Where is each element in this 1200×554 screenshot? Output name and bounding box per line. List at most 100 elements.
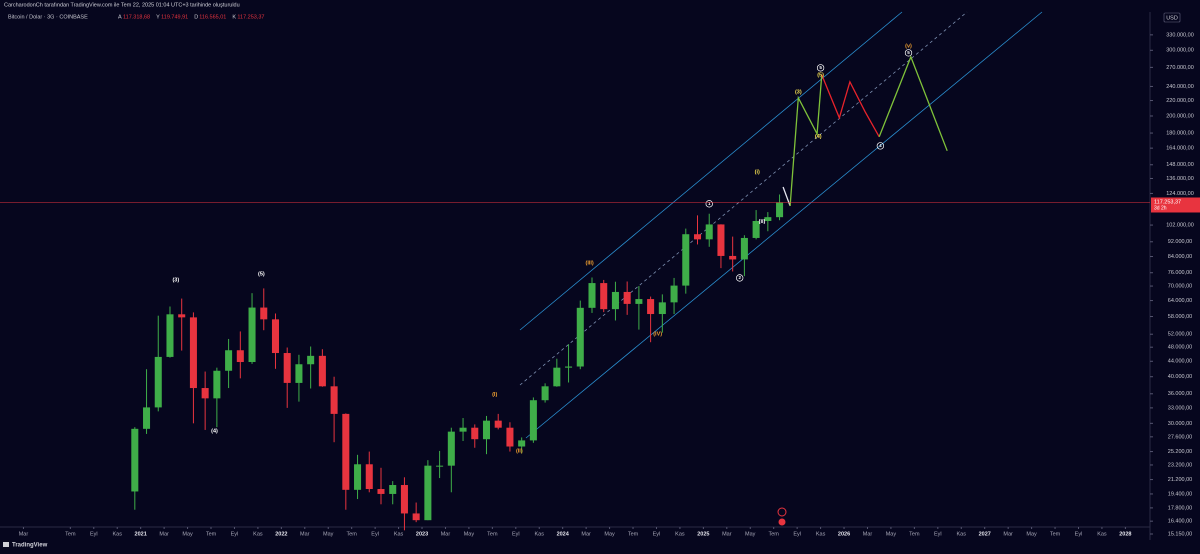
candle-body xyxy=(154,356,162,408)
candle-body xyxy=(447,431,455,466)
wave-label: (3) xyxy=(172,277,179,283)
x-tick-label: Mar xyxy=(1003,531,1013,537)
x-tick-label: 2022 xyxy=(275,531,287,537)
y-tick-label: 15.150,00 xyxy=(1168,531,1192,537)
x-tick-label: Mar xyxy=(300,531,310,537)
currency-box[interactable] xyxy=(1163,12,1181,23)
x-tick-label: Tem xyxy=(65,531,76,537)
projection-path xyxy=(789,74,823,206)
wave-label-circle xyxy=(705,200,713,208)
x-tick-label: Eyl xyxy=(934,531,942,537)
y-tick-label: 58.000,00 xyxy=(1168,314,1192,320)
wave-label: (3) xyxy=(795,89,802,95)
candle-body xyxy=(283,353,291,383)
y-tick-label: 23.200,00 xyxy=(1168,462,1192,468)
brand-logo xyxy=(3,542,9,547)
y-tick-label: 17.800,00 xyxy=(1168,505,1192,511)
candle-body xyxy=(693,234,702,240)
x-tick-label: May xyxy=(886,531,897,537)
x-tick-label: Kas xyxy=(675,531,685,537)
candle-body xyxy=(400,485,408,514)
x-tick-label: May xyxy=(745,531,756,537)
x-tick-label: Mar xyxy=(441,531,451,537)
y-tick-label: 180.000,00 xyxy=(1166,131,1194,137)
y-tick-label: 92.000,00 xyxy=(1168,239,1192,245)
candle-body xyxy=(658,302,666,315)
candle-body xyxy=(131,428,139,492)
candle-body xyxy=(365,464,373,490)
x-tick-label: Mar xyxy=(159,531,169,537)
wave-label: 4 xyxy=(879,143,882,148)
y-tick-label: 148.000,00 xyxy=(1166,162,1194,168)
candle-body xyxy=(682,234,690,286)
y-tick-label: 33.000,00 xyxy=(1168,405,1192,411)
candle-body xyxy=(459,427,467,432)
candle-body xyxy=(740,237,748,260)
wave-label: (IV) xyxy=(653,331,662,337)
ohlc-value: 117.253,37 xyxy=(237,14,264,20)
y-tick-label: 21.200,00 xyxy=(1168,477,1192,483)
candle-body xyxy=(318,355,326,387)
ohlc-key: Y xyxy=(156,14,160,20)
y-tick-label: 240.000,00 xyxy=(1166,84,1194,90)
wave-label-circle xyxy=(904,49,913,57)
y-tick-label: 76.000,00 xyxy=(1168,270,1192,276)
wave-label: (ii) xyxy=(759,219,766,225)
y-tick-label: 25.200,00 xyxy=(1168,449,1192,455)
x-tick-label: Eyl xyxy=(793,531,801,537)
y-tick-label: 270.000,00 xyxy=(1166,65,1194,71)
y-tick-label: 27.600,00 xyxy=(1168,434,1192,440)
countdown: 3d 2h xyxy=(1154,205,1167,211)
x-tick-label: 2028 xyxy=(1119,531,1131,537)
y-tick-label: 164.000,00 xyxy=(1166,146,1194,152)
x-tick-label: 2025 xyxy=(697,531,709,537)
ohlc-key: A xyxy=(118,14,122,20)
wave-label-circle xyxy=(876,142,885,150)
x-tick-label: Tem xyxy=(1050,531,1061,537)
y-tick-label: 40.000,00 xyxy=(1168,374,1192,380)
ohlc-key: K xyxy=(232,14,236,20)
x-tick-label: Kas xyxy=(816,531,826,537)
x-tick-label: 2024 xyxy=(557,531,570,537)
candle-body xyxy=(295,364,303,383)
candle-body xyxy=(752,220,760,238)
y-tick-label: 102.000,00 xyxy=(1166,223,1194,229)
wave-label-circle xyxy=(736,274,744,282)
candle-body xyxy=(225,350,233,371)
candle-body xyxy=(189,317,197,389)
y-tick-label: 200.000,00 xyxy=(1166,113,1194,119)
wave-label: 1 xyxy=(708,201,711,206)
x-tick-label: Tem xyxy=(487,531,498,537)
brand: TradingView xyxy=(12,543,48,549)
x-tick-label: Kas xyxy=(957,531,967,537)
wave-label: (II) xyxy=(516,448,523,454)
candle-body xyxy=(236,350,244,363)
candle-body xyxy=(518,440,526,447)
x-tick-label: 2023 xyxy=(416,531,428,537)
y-tick-label: 136.000,00 xyxy=(1166,176,1194,182)
candle-body xyxy=(529,400,537,441)
wave-label: (5) xyxy=(258,271,265,277)
last-price-box xyxy=(1151,197,1200,213)
candle-body xyxy=(178,314,186,318)
wave-label-circle xyxy=(816,64,825,72)
x-tick-label: Eyl xyxy=(231,531,239,537)
candle-body xyxy=(354,464,362,490)
wave-label: (v) xyxy=(905,43,912,49)
ohlc-key: D xyxy=(194,14,198,20)
y-tick-label: 330.000,00 xyxy=(1166,32,1194,38)
currency[interactable]: USD xyxy=(1166,15,1178,21)
y-tick-label: 48.000,00 xyxy=(1168,345,1192,351)
x-tick-label: Mar xyxy=(722,531,732,537)
y-tick-label: 64.000,00 xyxy=(1168,298,1192,304)
candle-body xyxy=(482,420,491,440)
candle-body xyxy=(143,407,151,429)
projection-path xyxy=(782,186,791,207)
event-marker xyxy=(777,507,787,517)
wave-label: (4) xyxy=(815,134,822,140)
candle-body xyxy=(330,386,338,414)
credit: CarcharodonCh tarafından TradingView.com… xyxy=(4,2,240,8)
candle-body xyxy=(623,291,631,304)
y-tick-label: 300.000,00 xyxy=(1166,48,1194,54)
